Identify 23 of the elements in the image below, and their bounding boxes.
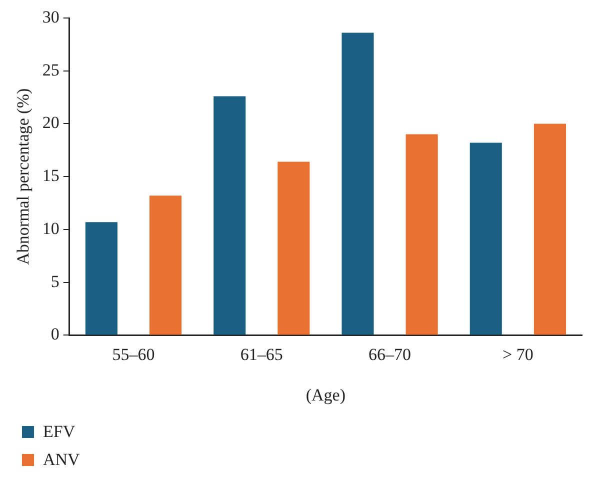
bar	[470, 142, 502, 335]
y-axis-title: Abnormal percentage (%)	[14, 88, 33, 265]
bar	[149, 196, 182, 335]
x-axis-title: (Age)	[306, 385, 346, 404]
bar	[278, 162, 310, 335]
legend-label: ANV	[43, 450, 80, 470]
x-tick-label: 61–65	[240, 344, 283, 364]
y-tick-label: 20	[42, 113, 60, 132]
legend-label: EFV	[43, 422, 76, 442]
y-tick-label: 0	[50, 324, 60, 344]
bar	[342, 32, 374, 335]
bar	[214, 96, 246, 335]
y-tick-label: 15	[42, 166, 60, 186]
y-tick-label: 10	[42, 218, 60, 238]
bar	[406, 134, 438, 335]
y-tick-label: 5	[50, 272, 60, 291]
x-tick-label: > 70	[502, 344, 534, 364]
x-tick-label: 66–70	[368, 344, 412, 364]
bar	[534, 124, 566, 335]
y-tick-label: 25	[42, 60, 60, 80]
bar	[85, 222, 118, 335]
x-tick-label: 55–60	[112, 344, 155, 364]
y-tick-label: 30	[42, 7, 60, 26]
